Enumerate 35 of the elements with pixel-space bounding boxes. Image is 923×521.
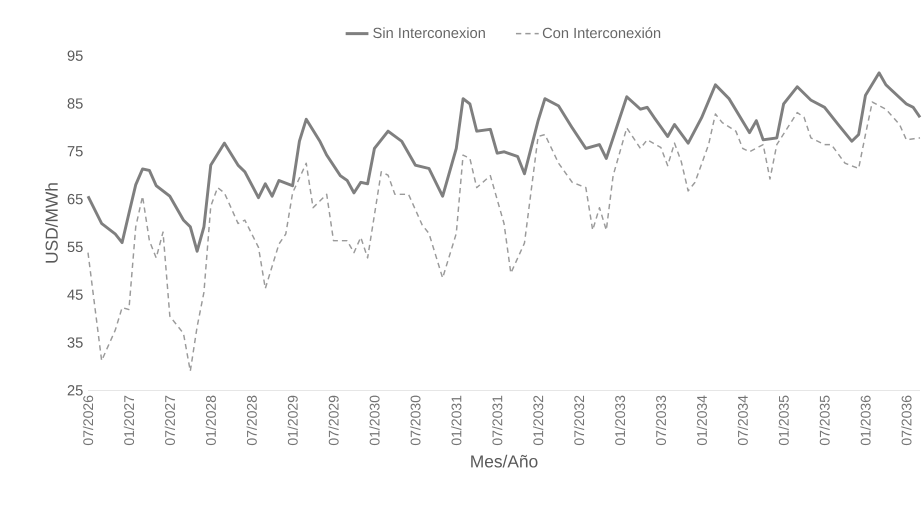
x-tick-label: 01/2031	[451, 396, 462, 446]
x-tick-label: 01/2029	[287, 396, 298, 446]
x-tick-label: 01/2034	[696, 395, 707, 446]
y-tick-label: 55	[68, 242, 83, 252]
legend-label: Con Interconexión	[542, 27, 660, 38]
x-tick-label: 01/2035	[778, 396, 789, 446]
x-tick-label: 07/2029	[328, 396, 339, 446]
x-tick-label: 07/2036	[901, 396, 912, 446]
x-tick-label: 07/2035	[819, 396, 830, 446]
y-tick-label: 85	[68, 98, 83, 109]
x-tick-label: 07/2026	[82, 396, 94, 446]
x-tick-label: 07/2032	[574, 396, 584, 446]
legend-label: Sin Interconexion	[373, 27, 485, 38]
x-tick-label: 07/2034	[738, 395, 748, 446]
y-tick-label: 25	[68, 385, 83, 396]
y-tick-label: 95	[68, 50, 83, 61]
x-tick-label: 01/2028	[206, 396, 216, 446]
x-tick-label: 07/2027	[164, 396, 175, 446]
x-tick-label: 01/2027	[124, 396, 134, 446]
x-tick-label: 01/2033	[614, 396, 626, 446]
x-tick-label: 07/2028	[246, 396, 257, 446]
y-tick-label: 65	[68, 194, 83, 204]
x-axis-title: Mes/Año	[471, 454, 538, 468]
x-tick-label: 07/2030	[410, 396, 420, 446]
y-tick-label: 75	[68, 146, 83, 156]
x-tick-label: 07/2031	[492, 396, 502, 446]
y-tick-label: 45	[67, 290, 83, 300]
line-series	[86, 71, 922, 253]
line-series	[87, 101, 921, 372]
x-tick-label: 01/2036	[860, 396, 871, 446]
x-tick-label: 01/2032	[532, 396, 544, 446]
x-tick-label: 07/2033	[656, 396, 666, 446]
y-tick-label: 35	[68, 337, 83, 348]
y-axis-title: USD/MWh	[45, 183, 58, 263]
x-tick-label: 01/2030	[369, 396, 380, 446]
